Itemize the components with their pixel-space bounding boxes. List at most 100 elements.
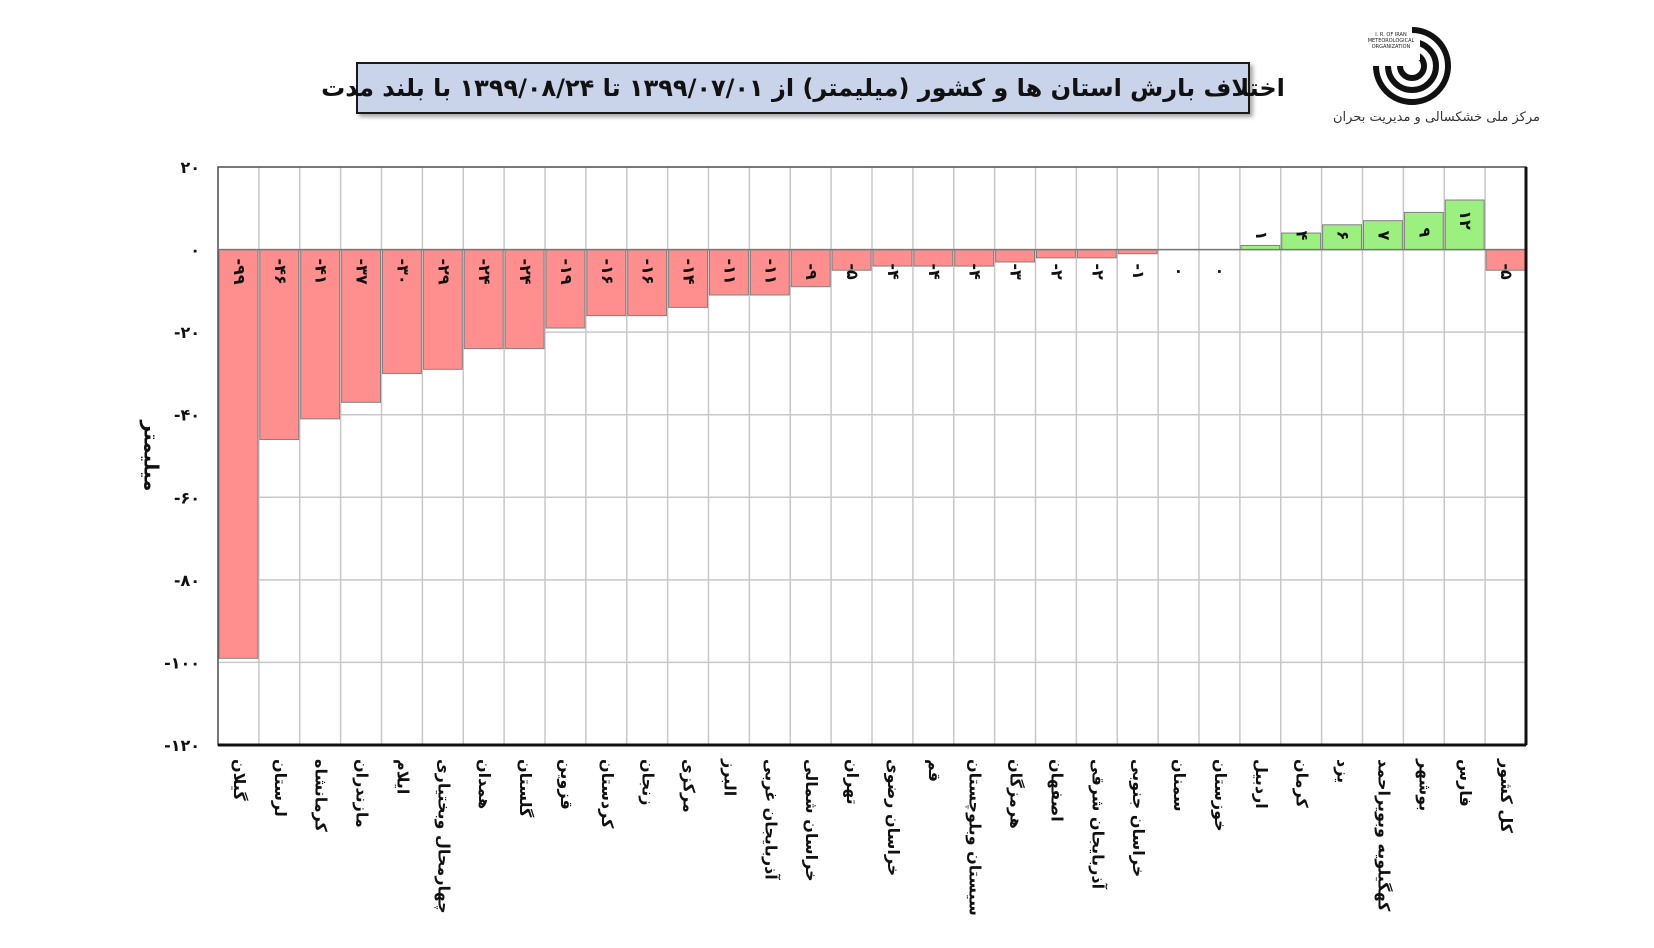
chart-title-box: اختلاف بارش استان ها و کشور (میلیمتر) از… bbox=[321, 62, 1285, 114]
y-tick-label: -۴۰ bbox=[174, 406, 200, 425]
data-label: -۴ bbox=[884, 263, 903, 280]
y-tick-label: -۶۰ bbox=[174, 488, 200, 507]
organization-caption: مرکز ملی خشکسالی و مدیریت بحران bbox=[1332, 110, 1540, 125]
data-label: -۲۴ bbox=[475, 258, 494, 284]
category-label: کهگیلویه وبویراحمد bbox=[1374, 759, 1393, 912]
category-label: سمنان bbox=[1170, 759, 1189, 812]
category-label: چهارمحال وبختیاری bbox=[433, 759, 453, 914]
y-tick-label: -۱۰۰ bbox=[164, 653, 200, 672]
meteorological-logo-icon bbox=[1370, 27, 1451, 105]
data-label: -۵ bbox=[843, 263, 862, 280]
y-tick-label: ۲۰ bbox=[180, 158, 200, 177]
bar bbox=[749, 249, 790, 296]
category-label: قزوین bbox=[557, 759, 576, 810]
organization-logo: I. R. OF IRAN METEOROLOGICAL ORGANIZATIO… bbox=[1300, 22, 1540, 134]
category-label: اردبیل bbox=[1252, 759, 1271, 809]
data-label: ۶ bbox=[1334, 231, 1353, 241]
category-label: مرکزی bbox=[680, 759, 699, 813]
category-label: یزد bbox=[1334, 759, 1353, 783]
category-label: آذربایجان شرقی bbox=[1088, 759, 1108, 890]
category-label: البرز bbox=[720, 758, 739, 796]
data-label: -۱۱ bbox=[761, 258, 780, 284]
category-label: مازندران bbox=[353, 759, 372, 828]
data-label: ۰ bbox=[1211, 267, 1230, 277]
data-label: -۴ bbox=[966, 263, 985, 280]
category-label: سیستان وبلوچستان bbox=[965, 759, 985, 916]
bar bbox=[422, 249, 463, 370]
data-label: -۳۰ bbox=[393, 258, 412, 284]
category-label: کل کشور bbox=[1497, 758, 1516, 834]
axis-layer bbox=[217, 166, 1528, 747]
bar bbox=[709, 249, 749, 296]
category-label: کردستان bbox=[598, 759, 617, 829]
category-label: لرستان bbox=[271, 759, 290, 817]
y-tick-label: ۰ bbox=[190, 241, 200, 260]
bars-layer bbox=[218, 199, 1526, 659]
category-label: گیلان bbox=[230, 759, 249, 801]
category-label: گلستان bbox=[516, 759, 535, 818]
category-label: خراسان رضوی bbox=[884, 759, 903, 876]
bar bbox=[545, 249, 586, 329]
data-label: ۰ bbox=[1170, 267, 1189, 277]
bar bbox=[1403, 211, 1444, 251]
category-label: بوشهر bbox=[1415, 758, 1434, 811]
bar bbox=[1036, 249, 1076, 259]
data-label: -۱۴ bbox=[680, 258, 699, 284]
category-label: خوزستان bbox=[1211, 759, 1230, 832]
bar bbox=[1322, 224, 1362, 251]
y-tick-label: -۲۰ bbox=[174, 323, 200, 342]
data-label: -۱۹ bbox=[557, 258, 576, 284]
category-label: کرمانشاه bbox=[312, 759, 331, 833]
category-label: ایلام bbox=[393, 759, 412, 794]
bar bbox=[300, 249, 341, 420]
bar bbox=[218, 249, 259, 659]
data-label: -۱۱ bbox=[720, 258, 739, 284]
bar bbox=[790, 249, 831, 288]
category-label: قم bbox=[925, 759, 944, 782]
data-label: -۲۴ bbox=[516, 258, 535, 284]
data-label: ۹ bbox=[1415, 228, 1434, 238]
data-label: -۱ bbox=[1129, 263, 1148, 279]
data-label: -۵ bbox=[1497, 263, 1516, 280]
category-label: خراسان جنوبی bbox=[1129, 759, 1148, 877]
y-axis-title: میلیمتر bbox=[140, 420, 164, 492]
data-label: -۳۷ bbox=[353, 258, 372, 284]
bar bbox=[1444, 199, 1485, 251]
bar bbox=[382, 249, 422, 374]
bar bbox=[463, 249, 504, 350]
data-label: ۷ bbox=[1374, 231, 1393, 241]
category-label: تهران bbox=[843, 759, 862, 805]
data-label: -۴ bbox=[925, 263, 944, 280]
data-label: -۲۹ bbox=[434, 258, 453, 284]
data-label: -۲ bbox=[1088, 263, 1107, 280]
data-label: -۱۶ bbox=[598, 258, 617, 284]
data-label: ۴ bbox=[1293, 231, 1312, 241]
data-label: -۱۶ bbox=[639, 258, 658, 284]
bar bbox=[586, 249, 627, 317]
data-label: -۲ bbox=[1047, 263, 1066, 280]
category-label: کرمان bbox=[1293, 759, 1312, 809]
chart-title: اختلاف بارش استان ها و کشور (میلیمتر) از… bbox=[321, 74, 1285, 102]
bar bbox=[341, 249, 381, 403]
y-tick-label: -۸۰ bbox=[174, 571, 200, 590]
category-label: هرمزگان bbox=[1007, 759, 1026, 829]
category-label: زنجان bbox=[639, 759, 658, 805]
logo-text: I. R. OF IRAN METEOROLOGICAL ORGANIZATIO… bbox=[1367, 32, 1415, 50]
data-label: ۱ bbox=[1252, 231, 1271, 241]
bar bbox=[504, 249, 545, 350]
bar bbox=[995, 249, 1035, 263]
bar bbox=[1076, 249, 1117, 259]
labels-layer: ۲۰۰-۲۰-۴۰-۶۰-۸۰-۱۰۰-۱۲۰-۹۹گیلان-۴۶لرستان… bbox=[140, 158, 1517, 916]
category-label: آذربایجان غربی bbox=[761, 759, 781, 880]
y-tick-label: -۱۲۰ bbox=[164, 736, 200, 755]
data-label: -۴۱ bbox=[312, 258, 331, 284]
category-label: همدان bbox=[475, 759, 494, 809]
data-label: -۹ bbox=[802, 263, 821, 280]
category-label: اصفهان bbox=[1047, 759, 1066, 822]
bar bbox=[259, 249, 300, 440]
data-label: -۹۹ bbox=[230, 258, 249, 284]
category-label: خراسان شمالی bbox=[802, 759, 821, 882]
category-label: فارس bbox=[1456, 759, 1475, 807]
data-label: ۱۲ bbox=[1456, 210, 1475, 230]
